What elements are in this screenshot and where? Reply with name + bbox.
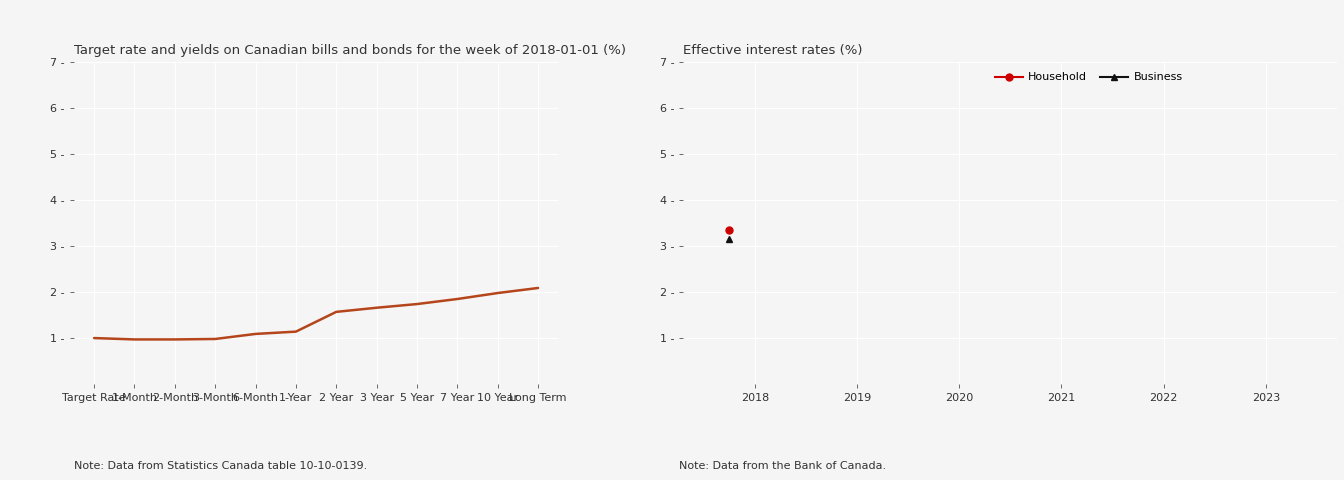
- Text: Note: Data from the Bank of Canada.: Note: Data from the Bank of Canada.: [679, 461, 886, 471]
- Text: Note: Data from Statistics Canada table 10-10-0139.: Note: Data from Statistics Canada table …: [74, 461, 367, 471]
- Text: Target rate and yields on Canadian bills and bonds for the week of 2018-01-01 (%: Target rate and yields on Canadian bills…: [74, 44, 626, 57]
- Text: Effective interest rates (%): Effective interest rates (%): [684, 44, 863, 57]
- Legend: Household, Business: Household, Business: [991, 68, 1187, 87]
